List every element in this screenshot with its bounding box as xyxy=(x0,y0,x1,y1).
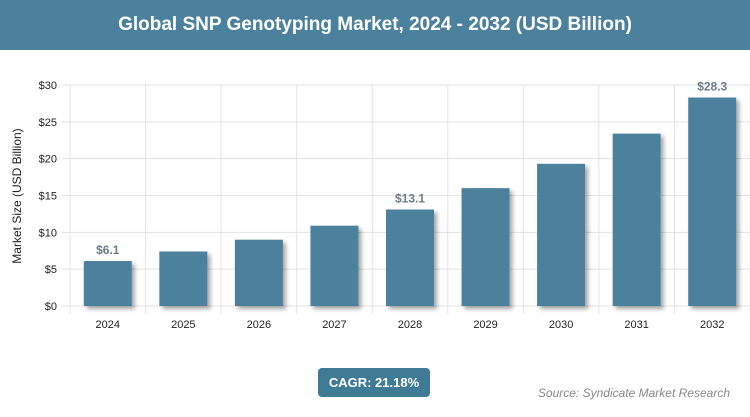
bar-2027 xyxy=(310,225,359,306)
bar-2024 xyxy=(83,261,132,306)
y-tick-label: $5 xyxy=(45,264,57,276)
y-tick-label: $10 xyxy=(39,227,57,239)
data-label: $28.3 xyxy=(697,80,727,94)
chart-title: Global SNP Genotyping Market, 2024 - 203… xyxy=(0,0,750,50)
y-tick-label: $15 xyxy=(39,191,57,203)
x-tick-label: 2032 xyxy=(700,319,724,331)
x-tick-label: 2028 xyxy=(398,319,422,331)
x-tick-label: 2031 xyxy=(624,319,648,331)
y-tick-label: $25 xyxy=(39,117,57,129)
x-tick-label: 2026 xyxy=(247,319,271,331)
y-tick-label: $20 xyxy=(39,154,57,166)
bar-2026 xyxy=(234,239,283,306)
bar-2028 xyxy=(386,209,434,306)
data-label: $13.1 xyxy=(395,191,425,205)
bar-2025 xyxy=(159,251,208,306)
x-tick-label: 2029 xyxy=(473,319,497,331)
bar-2029 xyxy=(461,188,510,306)
bar-2031 xyxy=(612,133,661,306)
bar-2030 xyxy=(537,163,586,306)
y-tick-label: $30 xyxy=(39,80,57,92)
x-tick-label: 2024 xyxy=(96,319,120,331)
x-tick-label: 2030 xyxy=(549,319,573,331)
x-tick-label: 2025 xyxy=(171,319,195,331)
y-tick-label: $0 xyxy=(45,301,57,313)
bar-2032 xyxy=(688,97,737,306)
data-label: $6.1 xyxy=(96,243,120,257)
source-note: Source: Syndicate Market Research xyxy=(537,386,730,400)
cagr-badge: CAGR: 21.18% xyxy=(318,368,430,397)
x-tick-label: 2027 xyxy=(322,319,346,331)
